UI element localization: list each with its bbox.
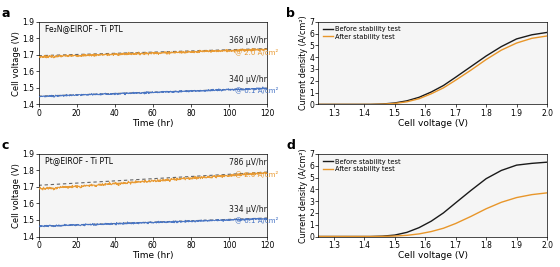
Text: @ 2.0 A/cm²: @ 2.0 A/cm² [235, 49, 278, 56]
Text: 340 μV/hr: 340 μV/hr [229, 75, 267, 84]
X-axis label: Time (hr): Time (hr) [132, 251, 174, 260]
Legend: Before stability test, After stability test: Before stability test, After stability t… [322, 157, 402, 173]
Text: @ 0.1 A/cm²: @ 0.1 A/cm² [235, 87, 278, 94]
Text: Fe₂N@EIROF - Ti PTL: Fe₂N@EIROF - Ti PTL [45, 24, 123, 33]
Text: c: c [2, 139, 10, 152]
X-axis label: Time (hr): Time (hr) [132, 119, 174, 128]
X-axis label: Cell voltage (V): Cell voltage (V) [398, 251, 468, 260]
Text: 786 μV/hr: 786 μV/hr [229, 159, 267, 167]
Y-axis label: Cell voltage (V): Cell voltage (V) [12, 31, 21, 96]
Text: b: b [287, 7, 295, 20]
Text: @ 0.1 A/cm²: @ 0.1 A/cm² [235, 217, 278, 224]
Text: a: a [2, 7, 11, 20]
Text: d: d [287, 139, 295, 152]
Text: 334 μV/hr: 334 μV/hr [229, 205, 267, 214]
X-axis label: Cell voltage (V): Cell voltage (V) [398, 119, 468, 128]
Y-axis label: Current density (A/cm²): Current density (A/cm²) [299, 148, 308, 243]
Legend: Before stability test, After stability test: Before stability test, After stability t… [322, 25, 402, 41]
Y-axis label: Cell voltage (V): Cell voltage (V) [12, 163, 21, 228]
Text: @ 2.0 A/cm²: @ 2.0 A/cm² [235, 171, 278, 178]
Text: Pt@EIROF - Ti PTL: Pt@EIROF - Ti PTL [45, 156, 113, 165]
Y-axis label: Current density (A/cm²): Current density (A/cm²) [299, 16, 308, 111]
Text: 368 μV/hr: 368 μV/hr [229, 36, 267, 45]
